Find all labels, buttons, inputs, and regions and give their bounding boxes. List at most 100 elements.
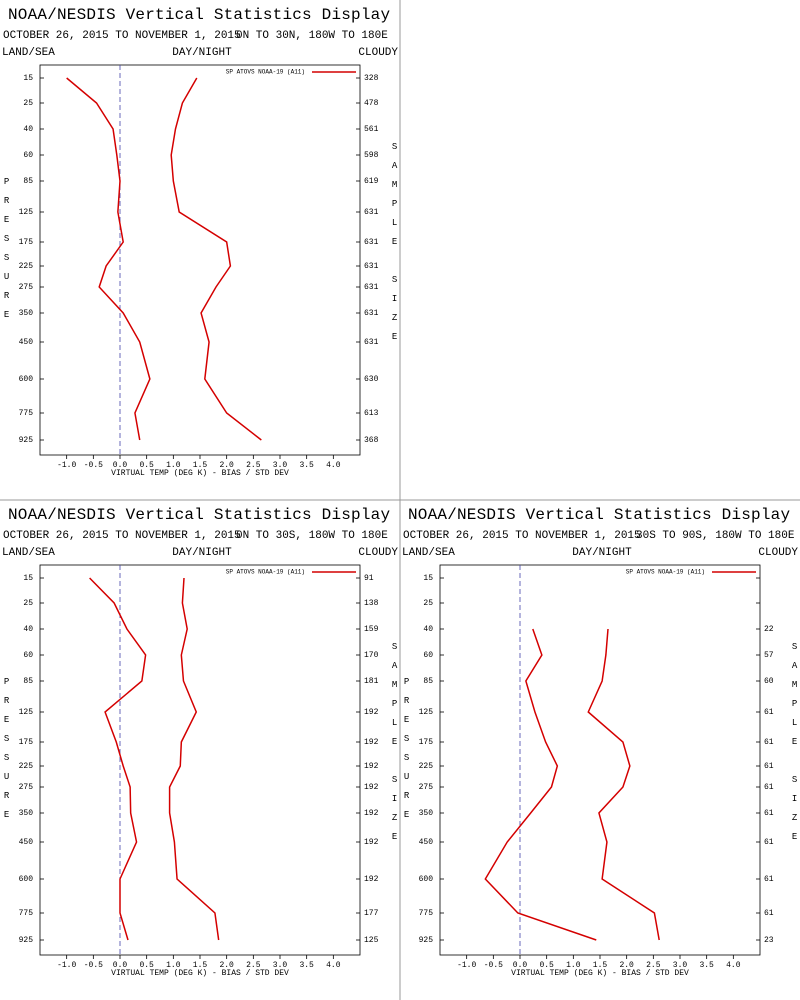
y-axis-title: PRESSURE: [2, 677, 12, 829]
y-tick-label: 85: [23, 177, 33, 186]
region: 0N TO 30N, 180W TO 180E: [236, 30, 388, 42]
sample-size-label: 478: [364, 99, 379, 108]
subtitle: OCTOBER 26, 2015 TO NOVEMBER 1, 2015: [403, 530, 641, 542]
sample-size-label: 328: [364, 74, 379, 83]
bias-line: [484, 628, 597, 941]
x-tick-label: 3.0: [273, 461, 288, 470]
x-tick-label: 0.5: [539, 961, 554, 970]
chart-title: NOAA/NESDIS Vertical Statistics Display: [408, 506, 790, 524]
y-tick-label: 225: [19, 762, 34, 771]
sample-size-label: 561: [364, 125, 379, 134]
y-tick-label: 450: [419, 838, 434, 847]
x-axis-title: VIRTUAL TEMP (DEG K) - BIAS / STD DEV: [111, 969, 289, 978]
y-tick-label: 925: [19, 436, 34, 445]
sample-size-label: 619: [364, 177, 379, 186]
y-tick-label: 225: [19, 262, 34, 271]
x-axis-title: VIRTUAL TEMP (DEG K) - BIAS / STD DEV: [511, 969, 689, 978]
x-tick-label: 2.5: [246, 961, 261, 970]
sample-size-label: 631: [364, 262, 379, 271]
y-tick-label: 275: [19, 783, 34, 792]
x-tick-label: 3.5: [299, 961, 314, 970]
sample-size-label: 192: [364, 783, 379, 792]
y-tick-label: 775: [419, 909, 434, 918]
sample-size-label: 159: [364, 625, 379, 634]
y-tick-label: 40: [23, 625, 33, 634]
std-dev-line: [587, 628, 660, 941]
region: 30S TO 90S, 180W TO 180E: [636, 530, 795, 542]
y-tick-label: 125: [419, 708, 434, 717]
sample-size-label: 23: [764, 936, 774, 945]
sample-size-label: 61: [764, 909, 774, 918]
y-tick-label: 225: [419, 762, 434, 771]
legend-label: SP ATOVS NOAA-19 (A11): [226, 69, 305, 76]
x-tick-label: 3.0: [273, 961, 288, 970]
sample-size-label: 181: [364, 677, 379, 686]
y-tick-label: 350: [19, 309, 34, 318]
x-tick-label: 2.0: [219, 461, 234, 470]
day-night-label: DAY/NIGHT: [172, 47, 232, 59]
x-tick-label: -0.5: [84, 461, 103, 470]
sample-size-label: 170: [364, 651, 379, 660]
sample-size-label: 192: [364, 762, 379, 771]
sample-size-label: 125: [364, 936, 379, 945]
x-tick-label: 1.5: [593, 961, 608, 970]
sample-size-label: 61: [764, 875, 774, 884]
y-axis-title: PRESSURE: [2, 177, 12, 329]
subtitle: OCTOBER 26, 2015 TO NOVEMBER 1, 2015: [3, 30, 241, 42]
subtitle: OCTOBER 26, 2015 TO NOVEMBER 1, 2015: [3, 530, 241, 542]
land-sea-label: LAND/SEA: [402, 547, 455, 559]
sample-size-label: 22: [764, 625, 774, 634]
y-tick-label: 600: [419, 875, 434, 884]
y-tick-label: 125: [19, 708, 34, 717]
cloudy-label: CLOUDY: [358, 547, 398, 559]
sample-size-label: 613: [364, 409, 379, 418]
sample-size-label: 631: [364, 338, 379, 347]
sample-size-label: 61: [764, 838, 774, 847]
x-tick-label: 3.5: [699, 961, 714, 970]
y2-axis-title: SAMPLE SIZE: [790, 642, 800, 851]
sample-size-label: 631: [364, 309, 379, 318]
y-tick-label: 600: [19, 875, 34, 884]
sample-size-label: 60: [764, 677, 774, 686]
bias-line: [89, 577, 147, 941]
x-tick-label: 1.0: [166, 961, 181, 970]
x-tick-label: 0.0: [113, 961, 128, 970]
land-sea-label: LAND/SEA: [2, 47, 55, 59]
x-tick-label: 0.0: [513, 961, 528, 970]
x-tick-label: -1.0: [457, 961, 476, 970]
std-dev-line: [168, 577, 220, 941]
sample-size-label: 368: [364, 436, 379, 445]
y-tick-label: 60: [23, 151, 33, 160]
y-axis-title: PRESSURE: [402, 677, 412, 829]
x-tick-label: 2.5: [646, 961, 661, 970]
y-tick-label: 85: [423, 677, 433, 686]
y-tick-label: 15: [23, 74, 33, 83]
chart-title: NOAA/NESDIS Vertical Statistics Display: [8, 6, 390, 24]
std-dev-line: [170, 77, 262, 441]
y-tick-label: 450: [19, 338, 34, 347]
y-tick-label: 775: [19, 909, 34, 918]
x-tick-label: 0.0: [113, 461, 128, 470]
sample-size-label: 61: [764, 708, 774, 717]
y-tick-label: 275: [19, 283, 34, 292]
y2-axis-title: SAMPLE SIZE: [390, 642, 400, 851]
y-tick-label: 15: [423, 574, 433, 583]
x-tick-label: 1.0: [166, 461, 181, 470]
x-tick-label: 1.5: [193, 961, 208, 970]
sample-size-label: 192: [364, 875, 379, 884]
y-tick-label: 775: [19, 409, 34, 418]
land-sea-label: LAND/SEA: [2, 547, 55, 559]
chart-title: NOAA/NESDIS Vertical Statistics Display: [8, 506, 390, 524]
sample-size-label: 138: [364, 599, 379, 608]
bias-line: [66, 77, 151, 441]
x-tick-label: -1.0: [57, 961, 76, 970]
y-tick-label: 925: [19, 936, 34, 945]
sample-size-label: 192: [364, 708, 379, 717]
x-tick-label: 2.5: [246, 461, 261, 470]
x-tick-label: 0.5: [139, 961, 154, 970]
cloudy-label: CLOUDY: [758, 547, 798, 559]
x-tick-label: 0.5: [139, 461, 154, 470]
x-tick-label: 3.0: [673, 961, 688, 970]
